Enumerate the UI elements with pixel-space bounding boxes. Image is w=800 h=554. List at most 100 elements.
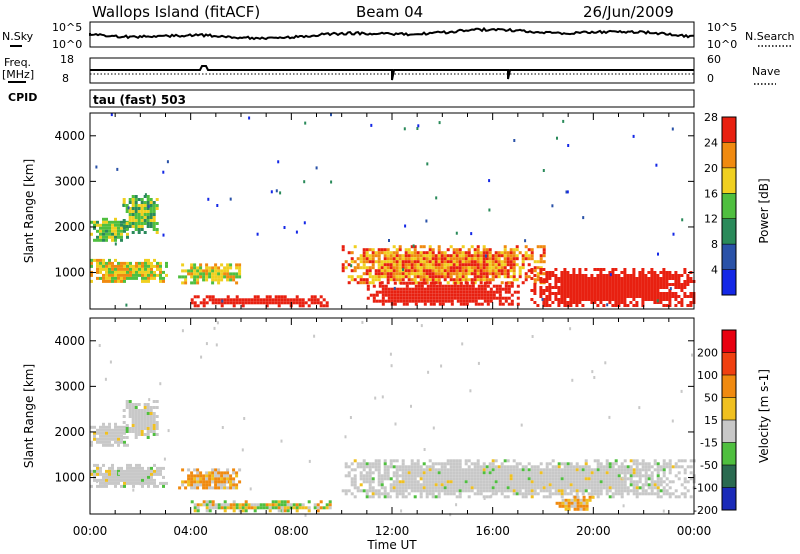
echo-cell: [524, 471, 528, 475]
echo-cell: [123, 472, 126, 476]
echo-cell: [422, 474, 426, 478]
echo-cell: [117, 466, 120, 470]
cpid-value: tau (fast) 503: [93, 93, 186, 107]
echo-cell: [120, 466, 123, 470]
echo-cell: [545, 271, 549, 274]
echo-cell: [482, 462, 486, 466]
echo-cell: [638, 471, 642, 475]
echo-cell: [632, 277, 636, 280]
echo-cell: [662, 304, 666, 307]
echo-cell: [569, 295, 573, 298]
echo-cell: [132, 475, 135, 479]
echo-cell: [620, 480, 624, 484]
echo-cell: [146, 225, 150, 228]
echo-cell: [503, 483, 507, 487]
speckle-cell: [389, 352, 392, 356]
echo-cell: [554, 286, 558, 289]
echo-cell: [449, 471, 453, 475]
echo-cell: [614, 301, 618, 304]
echo-cell: [238, 480, 242, 484]
y-tick-label: 3000: [54, 379, 85, 393]
echo-cell: [125, 225, 129, 228]
echo-cell: [614, 489, 618, 493]
echo-cell: [579, 501, 583, 505]
echo-cell: [144, 472, 147, 476]
echo-cell: [214, 474, 218, 478]
echo-cell: [99, 238, 102, 242]
echo-cell: [190, 269, 194, 273]
echo-cell: [404, 266, 408, 270]
echo-cell: [226, 272, 230, 276]
echo-cell: [491, 462, 495, 466]
echo-cell: [271, 298, 275, 302]
echo-cell: [533, 286, 537, 289]
echo-cell: [146, 433, 150, 436]
echo-cell: [165, 481, 168, 485]
echo-cell: [125, 406, 129, 409]
echo-cell: [146, 198, 150, 201]
echo-cell: [539, 468, 543, 472]
echo-cell: [605, 483, 609, 487]
beam-title: Beam 04: [356, 3, 423, 21]
echo-cell: [383, 272, 387, 276]
echo-cell: [470, 462, 474, 466]
echo-cell: [429, 290, 433, 294]
echo-cell: [578, 271, 582, 274]
echo-cell: [429, 299, 433, 303]
echo-cell: [368, 272, 372, 276]
echo-cell: [647, 492, 651, 496]
echo-cell: [641, 468, 645, 472]
echo-cell: [417, 287, 421, 291]
echo-cell: [404, 489, 408, 493]
echo-cell: [536, 486, 540, 490]
echo-cell: [653, 462, 657, 466]
echo-cell: [134, 207, 138, 210]
echo-cell: [641, 268, 645, 271]
echo-cell: [488, 272, 492, 276]
echo-cell: [510, 299, 514, 303]
echo-cell: [507, 302, 511, 306]
echo-cell: [572, 298, 576, 301]
echo-cell: [256, 295, 260, 299]
echo-cell: [389, 278, 393, 282]
echo-cell: [533, 274, 537, 277]
echo-cell: [491, 266, 495, 270]
echo-cell: [560, 283, 564, 286]
speckle-cell: [295, 230, 298, 234]
speckle-cell: [249, 487, 252, 491]
echo-cell: [509, 266, 513, 270]
echo-cell: [137, 430, 141, 433]
echo-cell: [289, 503, 293, 507]
echo-cell: [575, 274, 579, 277]
echo-cell: [491, 465, 495, 469]
echo-cell: [244, 509, 248, 513]
echo-cell: [470, 263, 474, 267]
echo-cell: [683, 492, 687, 496]
echo-cell: [147, 258, 150, 262]
echo-cell: [650, 277, 654, 280]
echo-cell: [226, 486, 230, 490]
echo-cell: [155, 228, 159, 231]
echo-cell: [524, 477, 528, 481]
echo-cell: [596, 483, 600, 487]
echo-cell: [455, 486, 459, 490]
echo-cell: [614, 480, 618, 484]
echo-cell: [386, 257, 390, 261]
echo-cell: [392, 489, 396, 493]
echo-cell: [431, 272, 435, 276]
echo-cell: [515, 471, 519, 475]
echo-cell: [428, 245, 432, 249]
echo-cell: [551, 286, 555, 289]
echo-cell: [208, 272, 212, 276]
power-xtickmarks: [89, 113, 695, 309]
echo-cell: [500, 269, 504, 273]
echo-cell: [677, 301, 681, 304]
echo-cell: [461, 477, 465, 481]
echo-cell: [374, 459, 378, 463]
echo-cell: [560, 462, 564, 466]
echo-cell: [217, 301, 221, 305]
echo-cell: [480, 284, 484, 288]
echo-cell: [477, 293, 481, 297]
echo-cell: [298, 301, 302, 305]
echo-cell: [241, 298, 245, 302]
